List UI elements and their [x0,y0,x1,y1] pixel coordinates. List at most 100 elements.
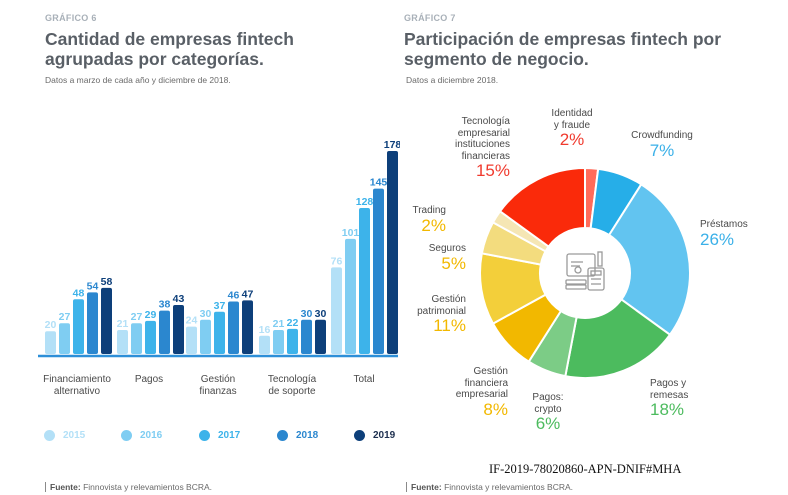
segment-name: Crowdfunding [631,130,693,141]
chart6-title: Cantidad de empresas fintech agrupadas p… [45,29,294,69]
bar-2015-4 [331,267,342,354]
bar-2017-2 [214,311,225,354]
bar-2015-3 [259,335,270,354]
segment-name: y fraude [553,119,591,131]
donut-slice-9 [498,166,586,248]
bar-value-label: 29 [145,309,157,321]
donut-label-1: Crowdfunding 7% [612,130,712,160]
donut-label-5: Gestión financiera empresarial 8% [448,366,508,419]
donut-label-7: Seguros 5% [404,243,466,273]
segment-name: Pagos y [650,378,687,389]
bar-2019-0 [101,287,112,354]
bar-2017-3 [287,328,298,354]
bar-2018-0 [87,292,98,354]
bar-2016-4 [345,238,356,354]
donut-label-8: Trading 2% [404,205,446,235]
bar-category-label: Gestión finanzas [168,374,268,398]
bar-2015-0 [45,331,56,354]
donut-chart [479,166,691,379]
chart7-eyebrow: GRÁFICO 7 [404,13,456,23]
segment-percent: 26% [700,229,735,249]
bar-value-label: 58 [101,276,113,288]
donut-label-2: Préstamos 26% [700,219,770,249]
segment-name: Seguros [428,243,466,254]
bar-value-label: 30 [301,308,313,320]
segment-percent: 2% [559,130,585,149]
bar-category-line: Total [353,374,375,385]
segment-percent: 18% [650,400,685,419]
bar-2019-3 [315,319,326,354]
bar-category-line: Tecnología [267,374,317,385]
segment-name: Gestión [473,366,508,377]
segment-name: Trading [412,205,446,216]
legend-label: 2017 [218,430,241,441]
legend-dot [199,430,210,441]
chart7-title-line2: segmento de negocio. [404,49,589,69]
bar-value-label: 46 [228,290,240,302]
segment-percent: 2% [421,215,446,235]
document-id: IF-2019-78020860-APN-DNIF#MHA [489,462,682,476]
bar-category-line: de soporte [268,386,316,397]
segment-name: instituciones [454,139,510,150]
chart7-subtitle: Datos a diciembre 2018. [406,75,499,85]
bar-value-label: 22 [287,317,299,329]
finance-calculator-icon [565,251,605,291]
bar-2017-0 [73,299,84,354]
segment-name: Pagos: [532,392,564,403]
segment-name: Identidad [551,108,593,119]
bar-category-line: finanzas [199,386,237,397]
bar-value-label: 27 [131,311,143,323]
legend-item-2018: 2018 [277,430,318,441]
bar-2017-1 [145,320,156,354]
bar-value-label: 21 [273,318,285,330]
segment-percent: 8% [483,399,508,419]
chart6-eyebrow: GRÁFICO 6 [45,13,97,23]
segment-name: crypto [534,403,562,415]
donut-slice-2 [607,182,691,337]
bar-value-label: 128 [356,196,374,208]
bar-value-label: 38 [159,299,171,311]
chart7-title: Participación de empresas fintech por se… [404,29,721,69]
bar-value-label: 30 [315,308,327,320]
segment-percent: 11% [433,316,466,335]
legend-dot [277,430,288,441]
bar-2015-1 [117,330,128,354]
bar-2018-2 [228,301,239,354]
segment-name: Gestión [431,294,466,305]
legend-dot [121,430,132,441]
chart7-source-label: Fuente: [411,482,442,492]
chart6-source-label: Fuente: [50,482,81,492]
bar-value-label: 24 [186,315,198,327]
bar-value-label: 54 [87,280,99,292]
segment-name: empresarial [457,127,510,139]
bar-value-label: 76 [331,255,343,267]
bar-value-label: 37 [214,300,226,312]
legend-label: 2016 [140,430,163,441]
bar-2016-2 [200,319,211,354]
segment-percent: 6% [535,414,561,433]
bar-2019-2 [242,300,253,354]
segment-name: financieras [461,150,510,162]
bar-value-label: 101 [342,227,360,239]
legend-item-2019: 2019 [354,430,395,441]
bar-2018-1 [159,310,170,354]
bar-category-label: Tecnología de soporte [242,374,342,398]
legend-item-2017: 2017 [199,430,240,441]
bar-2018-3 [301,319,312,354]
segment-name: Préstamos [700,219,748,230]
legend-label: 2018 [296,430,319,441]
bar-value-label: 145 [370,177,388,189]
segment-name: patrimonial [417,305,466,317]
segment-percent: 7% [649,140,675,160]
bar-category-label: Total [314,374,414,386]
bar-value-label: 21 [117,318,129,330]
segment-name: financiera [464,377,508,389]
chart7-source: Fuente: Finnovista y relevamientos BCRA. [406,482,573,492]
bar-value-label: 178 [384,139,400,151]
bar-value-label: 48 [73,287,85,299]
segment-percent: 15% [475,161,510,180]
legend-label: 2019 [373,430,396,441]
bar-chart: 20 21 24 16 76 27 27 30 21 101 48 29 37 22 128 54 38 46 30… [38,139,400,358]
bar-2017-4 [359,208,370,354]
legend-dot [354,430,365,441]
